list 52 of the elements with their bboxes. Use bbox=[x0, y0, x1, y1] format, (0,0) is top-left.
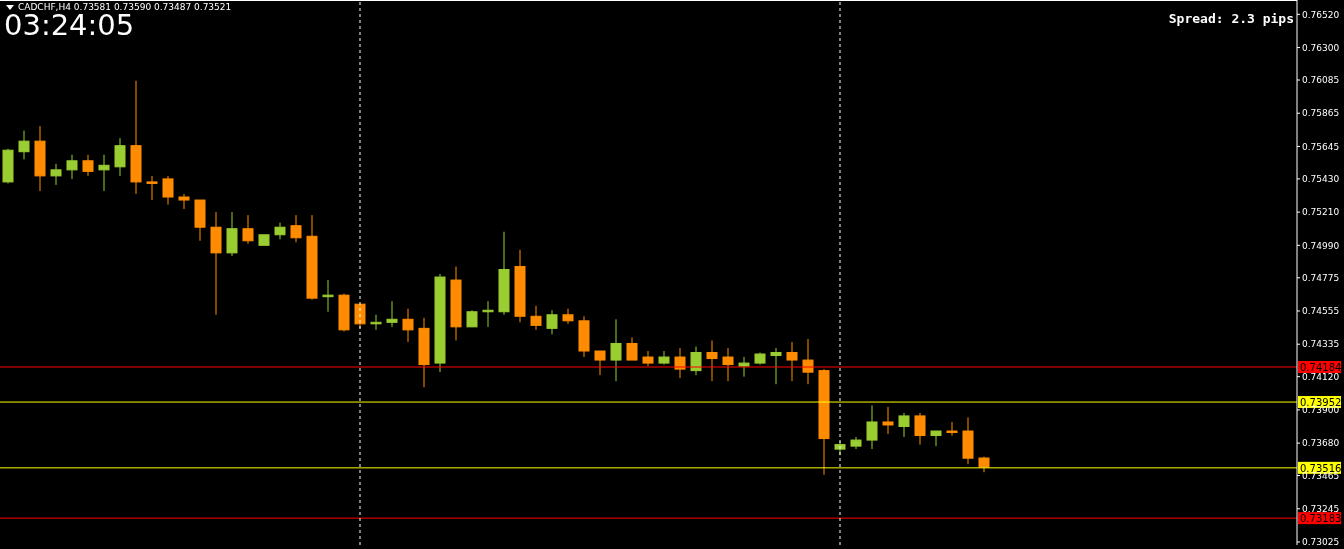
candlestick bbox=[546, 309, 558, 335]
candlestick bbox=[530, 305, 542, 331]
y-tick-label: 0.74120 bbox=[1302, 371, 1340, 382]
candlestick bbox=[274, 222, 286, 240]
candlestick bbox=[98, 154, 110, 192]
y-tick-label: 0.73680 bbox=[1302, 438, 1340, 449]
y-tick-label: 0.74335 bbox=[1302, 339, 1340, 350]
candlestick bbox=[722, 347, 734, 382]
candlestick bbox=[386, 300, 398, 328]
candlestick bbox=[866, 404, 878, 450]
candlestick bbox=[690, 345, 702, 376]
candlestick bbox=[738, 356, 750, 378]
candlestick bbox=[642, 350, 654, 367]
y-tick-label: 0.75430 bbox=[1302, 174, 1340, 185]
y-tick-label: 0.74775 bbox=[1302, 272, 1340, 283]
candlestick bbox=[562, 308, 574, 325]
candlestick bbox=[290, 214, 302, 243]
candlestick bbox=[146, 175, 158, 201]
candlestick bbox=[242, 214, 254, 245]
candlestick bbox=[162, 175, 174, 206]
candlestick bbox=[82, 154, 94, 177]
candlestick bbox=[18, 130, 30, 160]
candlestick bbox=[594, 350, 606, 376]
candlestick bbox=[786, 341, 798, 382]
candlestick bbox=[610, 318, 622, 382]
candlestick bbox=[946, 421, 958, 437]
candlestick bbox=[114, 137, 126, 177]
candlestick bbox=[882, 406, 894, 435]
candlestick bbox=[706, 339, 718, 382]
y-tick-label: 0.74555 bbox=[1302, 306, 1340, 317]
candlestick bbox=[66, 154, 78, 180]
candlestick bbox=[178, 193, 190, 210]
candlestick bbox=[930, 430, 942, 447]
candlestick bbox=[322, 279, 334, 313]
candlestick bbox=[898, 412, 910, 438]
candlestick bbox=[914, 412, 926, 446]
candlestick bbox=[770, 347, 782, 385]
ref-line-label: 0.74184 bbox=[1300, 362, 1342, 374]
y-tick-label: 0.73025 bbox=[1302, 537, 1340, 548]
y-tick-label: 0.76520 bbox=[1302, 9, 1340, 20]
y-tick-label: 0.73245 bbox=[1302, 503, 1340, 514]
candlestick bbox=[50, 163, 62, 186]
y-tick-label: 0.75645 bbox=[1302, 141, 1340, 152]
annotation: Spread: 2.3 pips bbox=[1168, 11, 1294, 26]
candlestick bbox=[626, 336, 638, 361]
y-tick-label: 0.76085 bbox=[1302, 75, 1340, 86]
y-tick-label: 0.75865 bbox=[1302, 108, 1340, 119]
y-tick-label: 0.76300 bbox=[1302, 42, 1340, 53]
y-tick-label: 0.75210 bbox=[1302, 207, 1340, 218]
ref-line-label: 0.73183 bbox=[1300, 513, 1342, 525]
y-tick-label: 0.74990 bbox=[1302, 240, 1340, 251]
candlestick bbox=[402, 308, 414, 343]
